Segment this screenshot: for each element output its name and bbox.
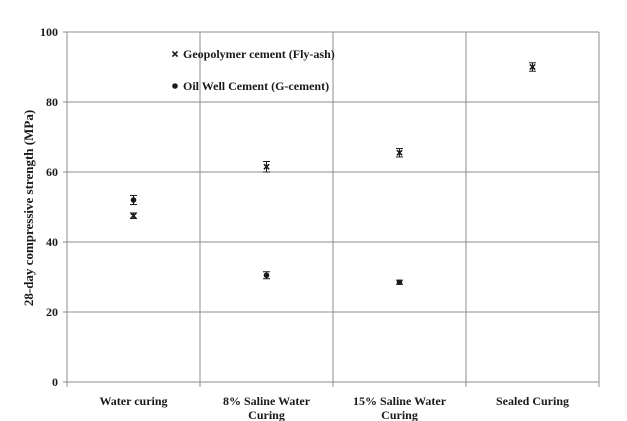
y-tick-labels: 0 20 40 60 80 100 [40, 25, 58, 389]
data-point-series-1 [263, 163, 270, 170]
data-point-series-1 [529, 63, 536, 71]
x-mark-stroke [171, 50, 179, 58]
x-mark-stroke [130, 212, 137, 219]
y-tick-label: 20 [46, 305, 58, 319]
x-tick-label: Sealed Curing [496, 394, 569, 408]
y-tick-label: 0 [52, 375, 58, 389]
x-mark-stroke [263, 163, 270, 170]
x-tick-label: Curing [248, 408, 285, 421]
y-tick-label: 40 [46, 235, 58, 249]
y-tick-label: 60 [46, 165, 58, 179]
y-axis-label: 28-day compressive strength (MPa) [21, 110, 36, 306]
y-tick-label: 100 [40, 25, 58, 39]
data-point-series-2 [130, 197, 137, 203]
x-tick-label: Water curing [99, 394, 167, 408]
x-mark-stroke [396, 149, 403, 156]
data-point-series-1 [396, 149, 403, 156]
x-tick-label: Curing [381, 408, 418, 421]
data-point-series-2 [263, 272, 270, 279]
data-point-series-2 [396, 279, 403, 286]
legend: Geopolymer cement (Fly-ash) Oil Well Ceme… [171, 47, 335, 93]
legend-marker-2 [172, 83, 178, 89]
x-mark-stroke [529, 63, 536, 71]
axes [63, 31, 600, 387]
data-point-series-1 [130, 212, 137, 219]
data-marks [130, 62, 536, 286]
x-tick-label: 15% Saline Water [353, 394, 447, 408]
legend-marker-1 [171, 50, 179, 58]
grid-lines [67, 31, 600, 382]
legend-label-1: Geopolymer cement (Fly-ash) [183, 47, 335, 61]
x-tick-label: 8% Saline Water [223, 394, 311, 408]
y-tick-label: 80 [46, 95, 58, 109]
legend-label-2: Oil Well Cement (G-cement) [183, 79, 329, 93]
